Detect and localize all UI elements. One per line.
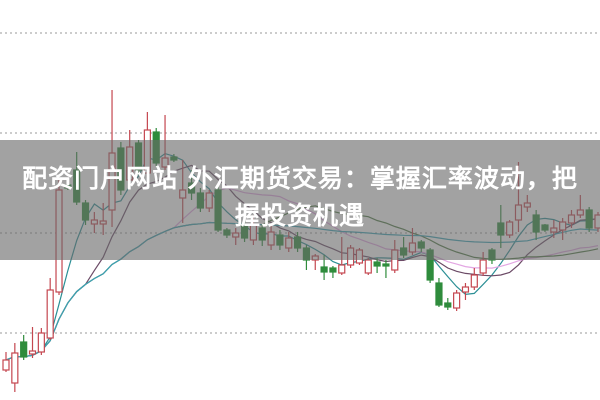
candle-body [470,274,478,288]
candle-body [461,286,470,293]
candle-body [444,302,452,308]
candle [444,298,452,310]
candle-body [320,266,328,273]
candle-body [329,267,337,273]
candle [461,283,470,300]
candle-body [382,263,390,267]
title-line-2: 握投资机遇 [234,201,365,230]
candle-body [373,261,381,267]
candle [11,343,19,392]
candle [364,258,372,275]
candle [2,352,10,372]
candle-body [28,350,37,355]
candle [453,290,461,311]
candle-body [20,341,28,358]
candle-body [11,352,19,384]
title-line-1: 配资门户网站 外汇期货交易：掌握汇率波动，把 [22,164,578,193]
candle [435,278,443,307]
candle [329,266,337,278]
candle [28,327,37,358]
candle [37,328,45,355]
candle-body [2,359,10,371]
candle [382,260,390,278]
title-banner [0,140,600,260]
candle-body [46,289,54,339]
candle [470,268,478,290]
candle [373,258,381,273]
candle-body [37,332,45,353]
candle-body [479,259,487,274]
candle-body [338,264,346,274]
candle-body [435,282,443,306]
candle-body [453,292,461,309]
candle [46,278,54,340]
candle-body [364,259,372,274]
candle [20,335,28,360]
title-overlay: 配资门户网站 外汇期货交易：掌握汇率波动，把 握投资机遇 [0,160,600,234]
